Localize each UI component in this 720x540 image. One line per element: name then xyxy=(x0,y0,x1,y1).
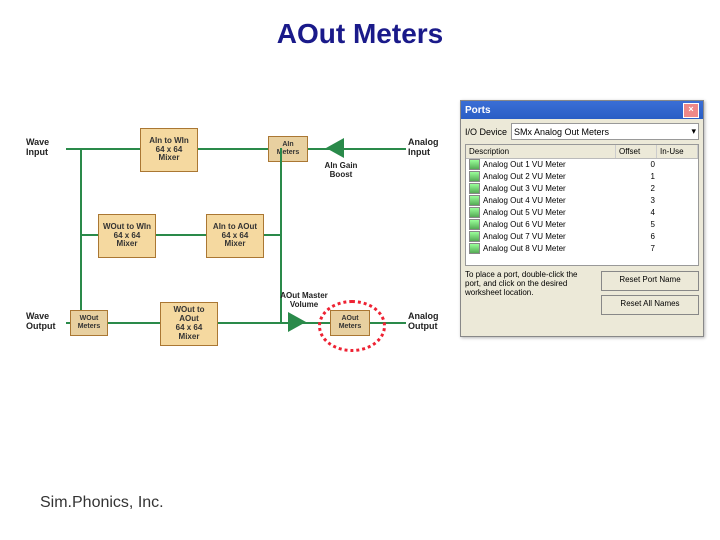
port-icon xyxy=(469,219,480,230)
port-icon xyxy=(469,171,480,182)
port-offset: 1 xyxy=(621,171,661,183)
port-desc: Analog Out 5 VU Meter xyxy=(483,207,621,219)
list-item[interactable]: Analog Out 4 VU Meter3 xyxy=(466,195,698,207)
list-item[interactable]: Analog Out 7 VU Meter6 xyxy=(466,231,698,243)
ports-window: Ports × I/O Device SMx Analog Out Meters… xyxy=(460,100,704,337)
port-offset: 7 xyxy=(621,243,661,255)
close-icon[interactable]: × xyxy=(683,103,699,118)
device-label: I/O Device xyxy=(465,127,507,137)
port-inuse xyxy=(661,183,695,195)
list-item[interactable]: Analog Out 1 VU Meter0 xyxy=(466,159,698,171)
label-wave-input: WaveInput xyxy=(26,138,66,158)
port-offset: 2 xyxy=(621,183,661,195)
label-ain-gain: AIn GainBoost xyxy=(316,162,366,180)
col-description[interactable]: Description xyxy=(466,145,616,158)
box-wout-to-win: WOut to WIn64 x 64Mixer xyxy=(98,214,156,258)
ain-gain-icon xyxy=(326,138,344,158)
aout-master-icon xyxy=(288,312,306,332)
port-inuse xyxy=(661,171,695,183)
port-offset: 6 xyxy=(621,231,661,243)
port-desc: Analog Out 4 VU Meter xyxy=(483,195,621,207)
list-item[interactable]: Analog Out 8 VU Meter7 xyxy=(466,243,698,255)
list-item[interactable]: Analog Out 2 VU Meter1 xyxy=(466,171,698,183)
page-title: AOut Meters xyxy=(0,18,720,50)
port-icon xyxy=(469,243,480,254)
port-icon xyxy=(469,207,480,218)
ports-title: Ports xyxy=(465,105,491,116)
port-inuse xyxy=(661,219,695,231)
label-wave-output: WaveOutput xyxy=(26,312,66,332)
label-analog-output: AnalogOutput xyxy=(408,312,452,332)
list-item[interactable]: Analog Out 6 VU Meter5 xyxy=(466,219,698,231)
label-aout-master: AOut MasterVolume xyxy=(274,292,334,310)
port-inuse xyxy=(661,231,695,243)
port-inuse xyxy=(661,195,695,207)
reset-port-button[interactable]: Reset Port Name xyxy=(601,271,699,291)
port-inuse xyxy=(661,207,695,219)
label-analog-input: AnalogInput xyxy=(408,138,452,158)
port-icon xyxy=(469,195,480,206)
reset-all-button[interactable]: Reset All Names xyxy=(601,295,699,315)
chevron-down-icon: ▾ xyxy=(691,126,696,137)
port-offset: 0 xyxy=(621,159,661,171)
port-desc: Analog Out 6 VU Meter xyxy=(483,219,621,231)
port-desc: Analog Out 3 VU Meter xyxy=(483,183,621,195)
box-ain-meters: AInMeters xyxy=(268,136,308,162)
port-inuse xyxy=(661,243,695,255)
footer-text: Sim.Phonics, Inc. xyxy=(40,494,164,512)
port-desc: Analog Out 7 VU Meter xyxy=(483,231,621,243)
port-desc: Analog Out 2 VU Meter xyxy=(483,171,621,183)
box-ain-to-aout: AIn to AOut64 x 64Mixer xyxy=(206,214,264,258)
port-icon xyxy=(469,159,480,170)
hint-text: To place a port, double-click the port, … xyxy=(465,271,585,297)
highlight-aout-meters xyxy=(318,300,386,352)
list-item[interactable]: Analog Out 3 VU Meter2 xyxy=(466,183,698,195)
port-desc: Analog Out 1 VU Meter xyxy=(483,159,621,171)
col-inuse[interactable]: In-Use xyxy=(657,145,698,158)
box-ain-to-win: AIn to WIn64 x 64Mixer xyxy=(140,128,198,172)
port-desc: Analog Out 8 VU Meter xyxy=(483,243,621,255)
port-offset: 4 xyxy=(621,207,661,219)
device-dropdown[interactable]: SMx Analog Out Meters ▾ xyxy=(511,123,699,140)
list-item[interactable]: Analog Out 5 VU Meter4 xyxy=(466,207,698,219)
ports-titlebar[interactable]: Ports × xyxy=(461,101,703,119)
ports-list[interactable]: Description Offset In-Use Analog Out 1 V… xyxy=(465,144,699,266)
box-wout-to-aout: WOut to AOut64 x 64Mixer xyxy=(160,302,218,346)
list-header: Description Offset In-Use xyxy=(466,145,698,159)
device-value: SMx Analog Out Meters xyxy=(514,127,609,137)
port-offset: 3 xyxy=(621,195,661,207)
port-icon xyxy=(469,231,480,242)
box-wout-meters: WOutMeters xyxy=(70,310,108,336)
port-icon xyxy=(469,183,480,194)
signal-flow-diagram: WaveInput AnalogInput WaveOutput AnalogO… xyxy=(20,80,450,400)
col-offset[interactable]: Offset xyxy=(616,145,657,158)
port-offset: 5 xyxy=(621,219,661,231)
port-inuse xyxy=(661,159,695,171)
